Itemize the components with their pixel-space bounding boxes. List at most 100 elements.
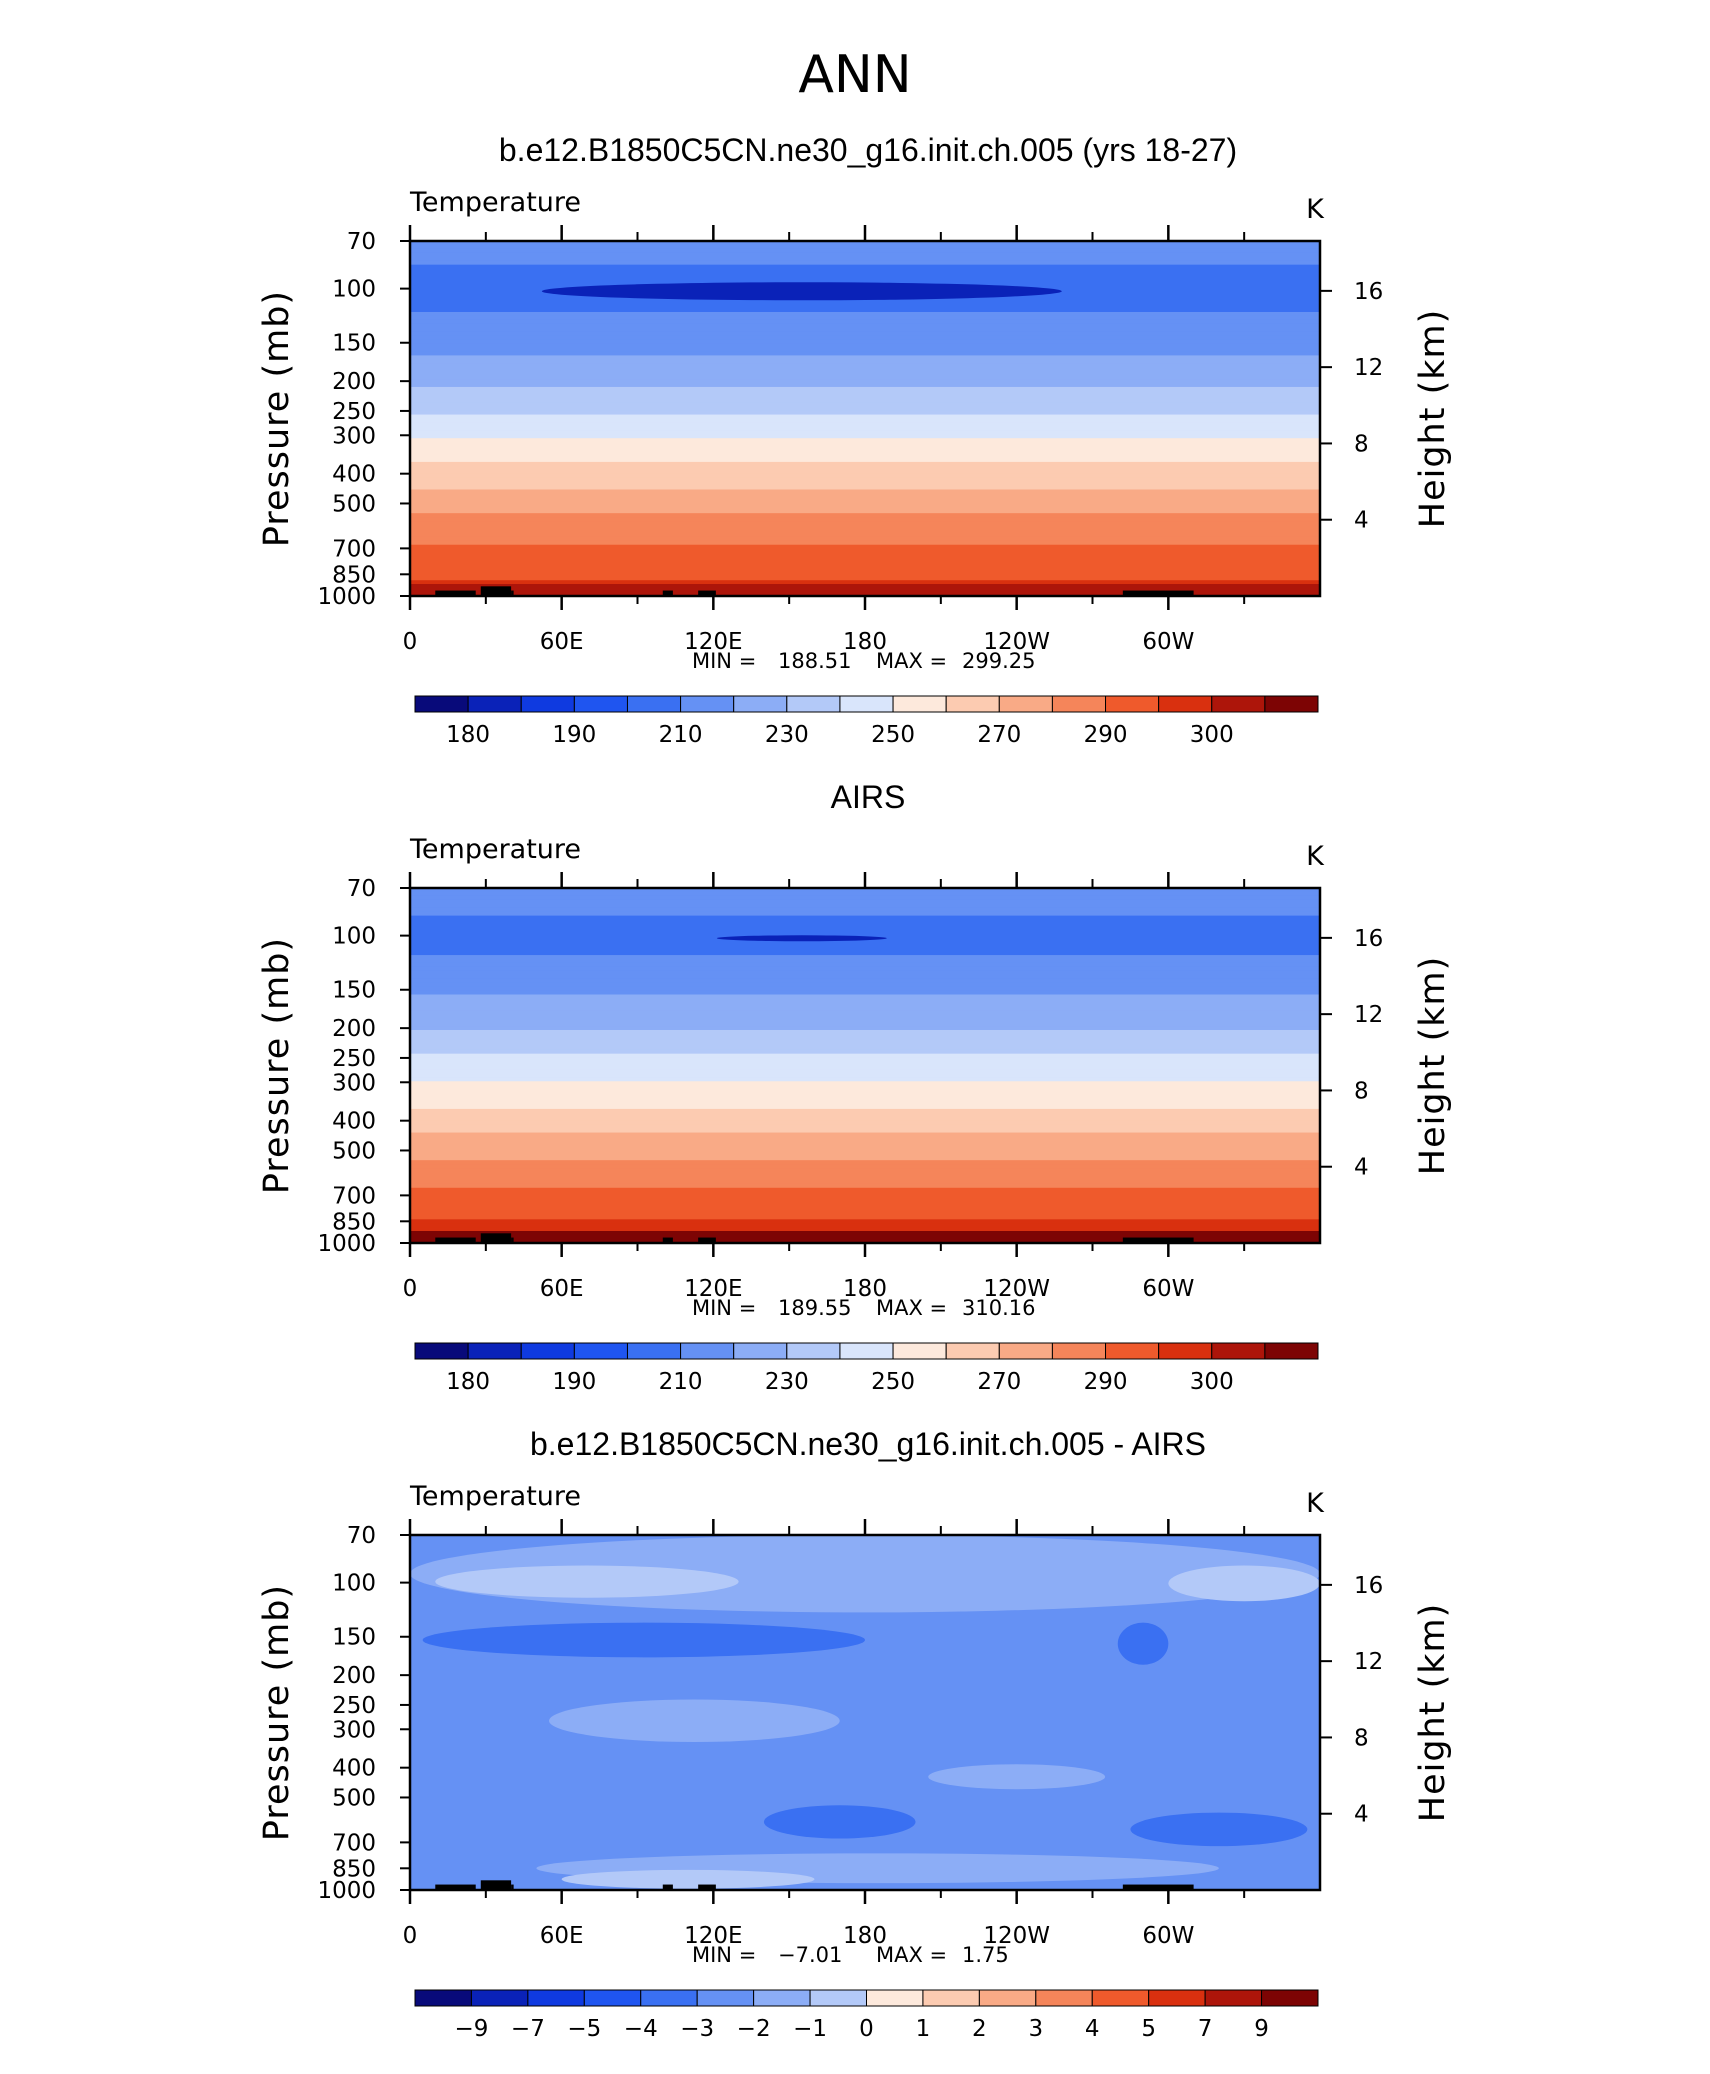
contour-band — [410, 323, 1320, 329]
contour-band — [410, 1093, 1320, 1098]
min-label: MIN = — [692, 1296, 756, 1320]
contour-band — [410, 457, 1320, 463]
colorbar-box — [1051, 1342, 1107, 1360]
contour-band — [410, 899, 1320, 905]
contour-band — [410, 1069, 1320, 1074]
y2-tick-label: 16 — [1354, 279, 1383, 305]
contour-band — [410, 272, 1320, 278]
contour-band — [410, 939, 1320, 944]
colorbar-label: 9 — [1254, 2016, 1269, 2042]
contour-band — [410, 438, 1320, 443]
colorbar-label: −1 — [793, 2016, 827, 2042]
contour-band — [410, 505, 1320, 510]
colorbar-label: 290 — [1084, 722, 1128, 748]
colorbar-label: 7 — [1198, 2016, 1213, 2042]
panel-title: AIRS — [831, 779, 906, 815]
contour-band — [410, 1120, 1320, 1126]
contour-band — [410, 895, 1320, 901]
contour-band — [410, 544, 1320, 550]
contour-band — [410, 1049, 1320, 1055]
contour-band — [410, 1215, 1320, 1220]
y-tick-label: 150 — [332, 1625, 376, 1651]
figure-title: ANN — [798, 45, 911, 105]
contour-band — [410, 450, 1320, 455]
y2-tick-label: 4 — [1354, 1802, 1369, 1828]
panel-3: b.e12.B1850C5CN.ne30_g16.init.ch.005 - A… — [257, 1426, 1453, 2042]
y2-tick-label: 8 — [1354, 431, 1369, 457]
max-value: 1.75 — [962, 1943, 1009, 1967]
colorbar-label: 5 — [1141, 2016, 1156, 2042]
contour-band — [410, 974, 1320, 980]
colorbar-box — [573, 695, 628, 713]
contour-band — [410, 1128, 1320, 1134]
contour-band — [410, 406, 1320, 412]
y-tick-label: 70 — [347, 229, 376, 255]
max-value: 299.25 — [962, 649, 1035, 673]
contour-band — [410, 1104, 1320, 1110]
surface-band — [410, 1231, 1320, 1243]
y-tick-label: 100 — [332, 1571, 376, 1597]
colorbar-label: 250 — [871, 722, 915, 748]
colorbar-box — [733, 695, 788, 713]
anomaly-patch — [1117, 1622, 1169, 1665]
colorbar-label: 300 — [1190, 722, 1234, 748]
colorbar-box — [1035, 1989, 1093, 2007]
contour-band — [410, 477, 1320, 483]
contour-band — [410, 1002, 1320, 1007]
contour-band — [410, 1006, 1320, 1011]
y2-tick-label: 12 — [1354, 1649, 1383, 1675]
contour-band — [410, 911, 1320, 917]
y-tick-label: 850 — [332, 562, 376, 588]
topography — [662, 1237, 673, 1243]
y-tick-label: 150 — [332, 331, 376, 357]
y-tick-label: 1000 — [317, 584, 376, 610]
contour-field — [410, 888, 1320, 1243]
contour-band — [410, 1033, 1320, 1039]
variable-label: Temperature — [409, 187, 581, 218]
contour-band — [410, 1026, 1320, 1031]
x-tick-label: 60E — [540, 1276, 584, 1302]
colorbar-box — [520, 1342, 575, 1360]
contour-band — [410, 1041, 1320, 1047]
contour-band — [410, 931, 1320, 936]
contour-band — [410, 386, 1320, 392]
contour-band — [410, 461, 1320, 467]
colorbar-box — [866, 1989, 924, 2007]
max-label: MAX = — [876, 1296, 947, 1320]
contour-band — [410, 1097, 1320, 1102]
colorbar-box — [680, 695, 735, 713]
colorbar-label: 190 — [552, 722, 596, 748]
contour-band — [410, 363, 1320, 368]
y-tick-label: 700 — [332, 1183, 376, 1209]
min-value: 189.55 — [778, 1296, 851, 1320]
colorbar-box — [1158, 695, 1213, 713]
contour-band — [410, 390, 1320, 396]
colorbar-box — [839, 695, 894, 713]
y-tick-label: 70 — [347, 876, 376, 902]
contour-band — [410, 943, 1320, 948]
contour-band — [410, 1175, 1320, 1181]
contour-band — [410, 446, 1320, 451]
contour-band — [410, 1112, 1320, 1118]
x-tick-label: 0 — [403, 1923, 418, 1949]
topography — [698, 1884, 716, 1890]
contour-band — [410, 359, 1320, 364]
contour-band — [410, 1203, 1320, 1209]
contour-band — [410, 1152, 1320, 1157]
contour-band — [410, 264, 1320, 270]
contour-band — [410, 481, 1320, 487]
max-label: MAX = — [876, 649, 947, 673]
colorbar-label: 180 — [446, 1369, 490, 1395]
contour-band — [410, 1073, 1320, 1078]
colorbar-label: 180 — [446, 722, 490, 748]
contour-band — [410, 1022, 1320, 1027]
contour-band — [410, 347, 1320, 353]
contour-band — [410, 1132, 1320, 1138]
colorbar-label: −3 — [680, 2016, 714, 2042]
colorbar-label: −7 — [511, 2016, 545, 2042]
colorbar-box — [696, 1989, 755, 2007]
topography — [435, 1237, 476, 1243]
y-tick-label: 850 — [332, 1209, 376, 1235]
contour-band — [410, 469, 1320, 475]
colorbar-box — [1261, 1989, 1319, 2007]
